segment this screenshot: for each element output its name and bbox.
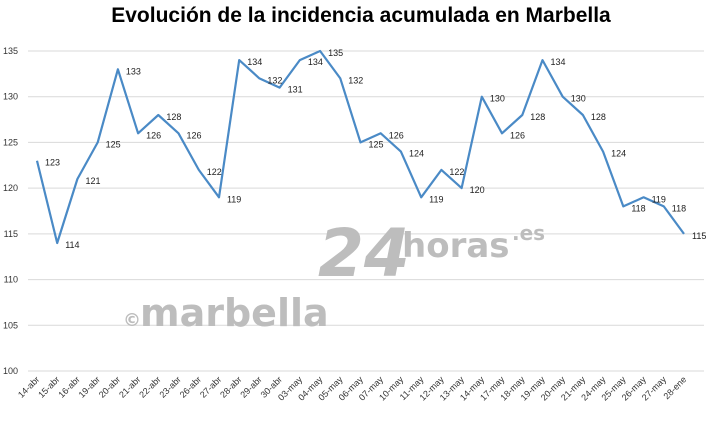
data-label: 123: [45, 158, 60, 168]
x-tick-label: 28-abr: [218, 374, 243, 399]
data-label: 126: [146, 130, 161, 140]
data-label: 135: [328, 48, 343, 58]
data-label: 119: [227, 194, 241, 204]
x-tick-label: 27-abr: [198, 374, 223, 399]
series-line: [35, 49, 685, 245]
data-label: 131: [288, 85, 303, 95]
data-label: 132: [267, 75, 282, 85]
data-label: 125: [369, 139, 384, 149]
data-label: 124: [611, 149, 626, 159]
x-axis-labels: 14-abr15-abr16-abr19-abr20-abr21-abr22-a…: [16, 374, 688, 403]
watermark-number: 24: [318, 215, 410, 292]
x-tick-label: 21-abr: [117, 374, 142, 399]
data-label: 122: [207, 167, 222, 177]
data-label: 128: [591, 112, 606, 122]
data-label: 125: [106, 139, 121, 149]
data-label: 119: [652, 194, 666, 204]
data-label: 133: [126, 66, 141, 76]
data-label: 130: [571, 94, 586, 104]
data-label: 118: [672, 203, 686, 213]
gridlines: [28, 50, 704, 372]
data-label: 126: [389, 130, 404, 140]
y-tick-label: 110: [4, 275, 18, 285]
data-label: 128: [166, 112, 181, 122]
x-tick-label: 26-abr: [178, 374, 203, 399]
y-tick-label: 120: [3, 183, 18, 193]
data-label: 119: [429, 194, 443, 204]
watermark-suffix: horas: [402, 226, 510, 266]
x-tick-label: 14-abr: [16, 374, 41, 399]
data-label: 134: [550, 57, 565, 67]
data-label: 118: [631, 203, 645, 213]
data-label: 115: [692, 231, 706, 241]
x-tick-label: 20-abr: [97, 374, 122, 399]
x-tick-label: 29-abr: [238, 374, 263, 399]
x-tick-label: 16-abr: [56, 374, 81, 399]
data-label: 132: [348, 75, 363, 85]
x-tick-label: 28-ene: [662, 374, 689, 401]
y-tick-label: 105: [3, 320, 18, 330]
watermark-brand: marbella: [140, 291, 329, 335]
data-label: 134: [247, 57, 262, 67]
y-tick-label: 135: [3, 46, 18, 56]
data-label: 122: [449, 167, 464, 177]
x-tick-label: 23-abr: [157, 374, 182, 399]
data-label: 130: [490, 94, 505, 104]
y-tick-label: 115: [4, 229, 18, 239]
x-tick-label: 19-abr: [77, 374, 102, 399]
y-tick-label: 100: [3, 366, 18, 376]
chart-title: Evolución de la incidencia acumulada en …: [111, 4, 611, 27]
data-label: 134: [308, 57, 323, 67]
watermark: © marbella 24 horas .es: [123, 215, 545, 335]
data-labels: 123 114 121 125 133 126 128 126 122 119 134 132 131 1…: [45, 48, 706, 250]
data-label: 124: [409, 149, 424, 159]
x-tick-label: 22-abr: [137, 374, 162, 399]
watermark-copyright: ©: [123, 310, 141, 331]
watermark-domain: .es: [512, 221, 545, 245]
x-tick-label: 15-abr: [36, 374, 61, 399]
data-label: 128: [530, 112, 545, 122]
data-label: 114: [65, 240, 79, 250]
y-tick-label: 125: [3, 137, 18, 147]
data-label: 126: [187, 130, 202, 140]
data-label: 126: [510, 130, 525, 140]
y-axis-labels: 100 105 110 115 120 125 130 135: [3, 46, 18, 376]
data-label: 121: [85, 176, 100, 186]
data-label: 120: [470, 185, 485, 195]
y-tick-label: 130: [3, 92, 18, 102]
